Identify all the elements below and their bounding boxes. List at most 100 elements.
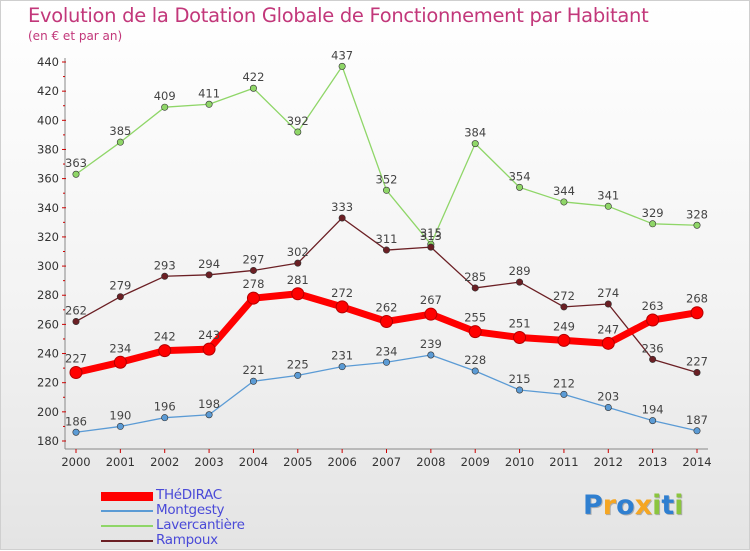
series-th-dirac: 227 234 242 243 278 281 272 262 267 255 251 249 247 2… xyxy=(65,273,708,379)
data-label: 274 xyxy=(597,286,619,300)
data-point xyxy=(113,355,127,369)
data-point xyxy=(516,183,524,191)
data-label: 212 xyxy=(553,376,575,390)
logo-letter: x xyxy=(634,490,653,521)
y-tick-label: 180 xyxy=(37,434,59,448)
series-montgesty: 186 190 196 198 221 225 231 234 239 228 215 212 203 1… xyxy=(65,337,708,436)
y-tick-label: 200 xyxy=(37,405,59,419)
data-label: 242 xyxy=(154,330,176,344)
data-label: 251 xyxy=(509,317,531,331)
data-label: 422 xyxy=(242,70,264,84)
data-point xyxy=(202,342,216,356)
x-tick-label: 2013 xyxy=(638,455,667,469)
series-lavercanti-re: 363 385 409 411 422 392 437 352 315 384 354 344 341 3… xyxy=(65,48,708,248)
x-tick-label: 2008 xyxy=(416,455,445,469)
x-tick-label: 2007 xyxy=(372,455,401,469)
logo-letter: i xyxy=(652,490,662,521)
data-point xyxy=(161,272,169,280)
data-point xyxy=(557,333,571,347)
x-tick-label: 2010 xyxy=(505,455,534,469)
data-label: 194 xyxy=(642,403,664,417)
data-label: 203 xyxy=(597,389,619,403)
y-tick-label: 320 xyxy=(37,230,59,244)
data-point xyxy=(427,243,435,251)
data-point xyxy=(471,140,479,148)
data-point xyxy=(338,214,346,222)
data-label: 263 xyxy=(642,299,664,313)
x-tick-label: 2006 xyxy=(328,455,357,469)
data-point xyxy=(291,287,305,301)
x-tick-label: 2003 xyxy=(194,455,223,469)
x-tick-label: 2002 xyxy=(150,455,179,469)
x-tick-label: 2004 xyxy=(239,455,268,469)
x-tick-label: 2011 xyxy=(549,455,578,469)
y-tick-label: 440 xyxy=(37,55,59,69)
logo-letter: t xyxy=(661,490,675,521)
data-point xyxy=(116,293,124,301)
data-label: 272 xyxy=(553,289,575,303)
data-point xyxy=(646,313,660,327)
data-label: 278 xyxy=(242,277,264,291)
data-point xyxy=(382,246,390,254)
data-label: 344 xyxy=(553,184,575,198)
y-tick-label: 280 xyxy=(37,288,59,302)
data-label: 239 xyxy=(420,337,442,351)
legend-label: Rampoux xyxy=(156,532,218,548)
data-point xyxy=(249,84,257,92)
x-tick-label: 2014 xyxy=(682,455,711,469)
chart-subtitle: (en € et par an) xyxy=(28,29,123,43)
y-tick-label: 380 xyxy=(37,142,59,156)
y-tick-label: 420 xyxy=(37,84,59,98)
data-label: 352 xyxy=(376,172,398,186)
data-point xyxy=(693,427,701,435)
data-point xyxy=(294,259,302,267)
data-point xyxy=(205,271,213,279)
y-tick-label: 360 xyxy=(37,172,59,186)
data-label: 190 xyxy=(109,408,131,422)
data-label: 289 xyxy=(509,264,531,278)
data-label: 437 xyxy=(331,48,353,62)
data-label: 311 xyxy=(376,232,398,246)
data-point xyxy=(205,411,213,419)
data-point xyxy=(338,363,346,371)
data-point xyxy=(468,325,482,339)
logo-letter: r xyxy=(602,490,617,521)
data-point xyxy=(338,62,346,70)
data-label: 333 xyxy=(331,200,353,214)
data-label: 363 xyxy=(65,156,87,170)
data-point xyxy=(560,390,568,398)
data-point xyxy=(649,220,657,228)
x-tick-label: 2000 xyxy=(61,455,90,469)
data-point xyxy=(116,422,124,430)
data-label: 329 xyxy=(642,206,664,220)
data-label: 196 xyxy=(154,400,176,414)
data-label: 227 xyxy=(686,354,708,368)
data-label: 231 xyxy=(331,349,353,363)
data-point xyxy=(471,367,479,375)
data-label: 281 xyxy=(287,273,309,287)
data-label: 409 xyxy=(154,89,176,103)
data-point xyxy=(246,291,260,305)
data-point xyxy=(116,138,124,146)
data-point xyxy=(382,186,390,194)
y-tick-label: 240 xyxy=(37,347,59,361)
data-point xyxy=(69,365,83,379)
data-point xyxy=(649,355,657,363)
data-label: 354 xyxy=(509,169,531,183)
data-label: 392 xyxy=(287,114,309,128)
data-point xyxy=(294,128,302,136)
data-point xyxy=(205,100,213,108)
data-label: 279 xyxy=(109,279,131,293)
data-label: 247 xyxy=(597,322,619,336)
data-point xyxy=(604,202,612,210)
data-label: 234 xyxy=(376,344,398,358)
data-point xyxy=(72,170,80,178)
data-label: 285 xyxy=(464,270,486,284)
data-point xyxy=(693,368,701,376)
data-label: 267 xyxy=(420,293,442,307)
data-point xyxy=(427,351,435,359)
legend-swatch xyxy=(101,525,153,527)
data-label: 187 xyxy=(686,413,708,427)
data-point xyxy=(161,103,169,111)
